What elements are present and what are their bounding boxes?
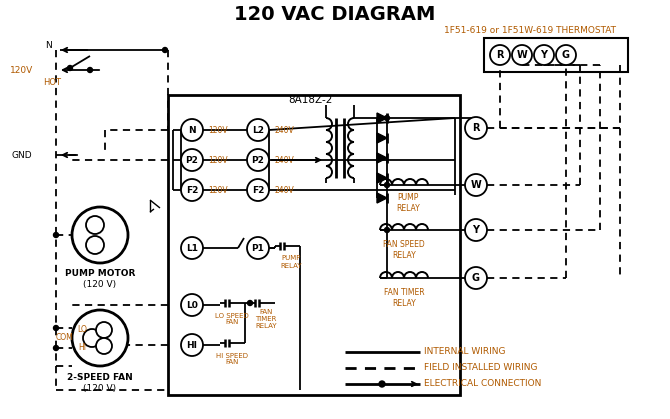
Circle shape xyxy=(247,119,269,141)
Text: P1: P1 xyxy=(251,243,265,253)
Text: Y: Y xyxy=(472,225,480,235)
Circle shape xyxy=(181,294,203,316)
Circle shape xyxy=(379,381,385,387)
Circle shape xyxy=(465,219,487,241)
Text: FAN TIMER
RELAY: FAN TIMER RELAY xyxy=(384,288,424,308)
Text: FIELD INSTALLED WIRING: FIELD INSTALLED WIRING xyxy=(424,364,537,372)
Text: 120V: 120V xyxy=(208,186,228,194)
Text: 240V: 240V xyxy=(274,186,294,194)
Polygon shape xyxy=(377,193,387,203)
Text: N: N xyxy=(45,41,52,49)
Text: Y: Y xyxy=(541,50,547,60)
Circle shape xyxy=(181,179,203,201)
Text: LO SPEED
FAN: LO SPEED FAN xyxy=(215,313,249,326)
Text: INTERNAL WIRING: INTERNAL WIRING xyxy=(424,347,505,357)
Circle shape xyxy=(88,67,92,72)
Text: 120 VAC DIAGRAM: 120 VAC DIAGRAM xyxy=(234,5,436,23)
Circle shape xyxy=(54,233,58,238)
Circle shape xyxy=(247,149,269,171)
Polygon shape xyxy=(377,133,387,143)
Text: G: G xyxy=(562,50,570,60)
Text: 2-SPEED FAN: 2-SPEED FAN xyxy=(67,373,133,383)
Text: 8A18Z-2: 8A18Z-2 xyxy=(288,95,332,105)
Bar xyxy=(168,95,460,395)
Text: PUMP MOTOR: PUMP MOTOR xyxy=(65,269,135,277)
Circle shape xyxy=(247,237,269,259)
Text: ELECTRICAL CONNECTION: ELECTRICAL CONNECTION xyxy=(424,380,541,388)
Circle shape xyxy=(247,300,253,305)
Text: GND: GND xyxy=(11,150,32,160)
Text: G: G xyxy=(472,273,480,283)
Text: 120V: 120V xyxy=(10,65,34,75)
Circle shape xyxy=(490,45,510,65)
Text: HI: HI xyxy=(186,341,198,349)
Circle shape xyxy=(86,216,104,234)
Text: COM: COM xyxy=(55,334,73,342)
Text: 240V: 240V xyxy=(274,155,294,165)
Circle shape xyxy=(54,326,58,331)
Text: 120V: 120V xyxy=(208,126,228,134)
Text: PUMP
RELAY: PUMP RELAY xyxy=(396,193,420,213)
Circle shape xyxy=(534,45,554,65)
Polygon shape xyxy=(377,153,387,163)
Text: R: R xyxy=(472,123,480,133)
Circle shape xyxy=(163,47,168,52)
Circle shape xyxy=(465,267,487,289)
Text: F2: F2 xyxy=(186,186,198,194)
Circle shape xyxy=(96,322,112,338)
Circle shape xyxy=(181,237,203,259)
Text: 1F51-619 or 1F51W-619 THERMOSTAT: 1F51-619 or 1F51W-619 THERMOSTAT xyxy=(444,26,616,34)
Circle shape xyxy=(385,228,389,233)
Circle shape xyxy=(96,338,112,354)
Text: 240V: 240V xyxy=(274,126,294,134)
Circle shape xyxy=(181,334,203,356)
Text: L1: L1 xyxy=(186,243,198,253)
Text: L0: L0 xyxy=(186,300,198,310)
Text: P2: P2 xyxy=(251,155,265,165)
Circle shape xyxy=(83,329,101,347)
Circle shape xyxy=(247,179,269,201)
Text: 120V: 120V xyxy=(208,155,228,165)
Text: PUMP
RELAY: PUMP RELAY xyxy=(280,256,302,269)
Circle shape xyxy=(54,346,58,351)
Circle shape xyxy=(181,149,203,171)
Text: P2: P2 xyxy=(186,155,198,165)
Circle shape xyxy=(385,116,389,121)
Circle shape xyxy=(72,207,128,263)
Circle shape xyxy=(385,183,389,187)
Circle shape xyxy=(68,65,72,70)
Text: LO: LO xyxy=(77,324,87,334)
Circle shape xyxy=(556,45,576,65)
Text: HOT: HOT xyxy=(43,78,61,86)
Text: HI: HI xyxy=(78,342,86,352)
Text: W: W xyxy=(517,50,527,60)
Circle shape xyxy=(465,174,487,196)
Polygon shape xyxy=(377,173,387,183)
Text: (120 V): (120 V) xyxy=(84,385,117,393)
Circle shape xyxy=(465,117,487,139)
Text: (120 V): (120 V) xyxy=(84,280,117,290)
Text: F2: F2 xyxy=(252,186,264,194)
Bar xyxy=(484,38,628,72)
Text: R: R xyxy=(496,50,504,60)
Text: HI SPEED
FAN: HI SPEED FAN xyxy=(216,352,248,365)
Circle shape xyxy=(86,236,104,254)
Text: FAN
TIMER
RELAY: FAN TIMER RELAY xyxy=(255,309,277,329)
Polygon shape xyxy=(377,113,387,123)
Text: W: W xyxy=(470,180,481,190)
Text: FAN SPEED
RELAY: FAN SPEED RELAY xyxy=(383,241,425,260)
Circle shape xyxy=(72,310,128,366)
Circle shape xyxy=(181,119,203,141)
Circle shape xyxy=(512,45,532,65)
Text: L2: L2 xyxy=(252,126,264,134)
Text: N: N xyxy=(188,126,196,134)
